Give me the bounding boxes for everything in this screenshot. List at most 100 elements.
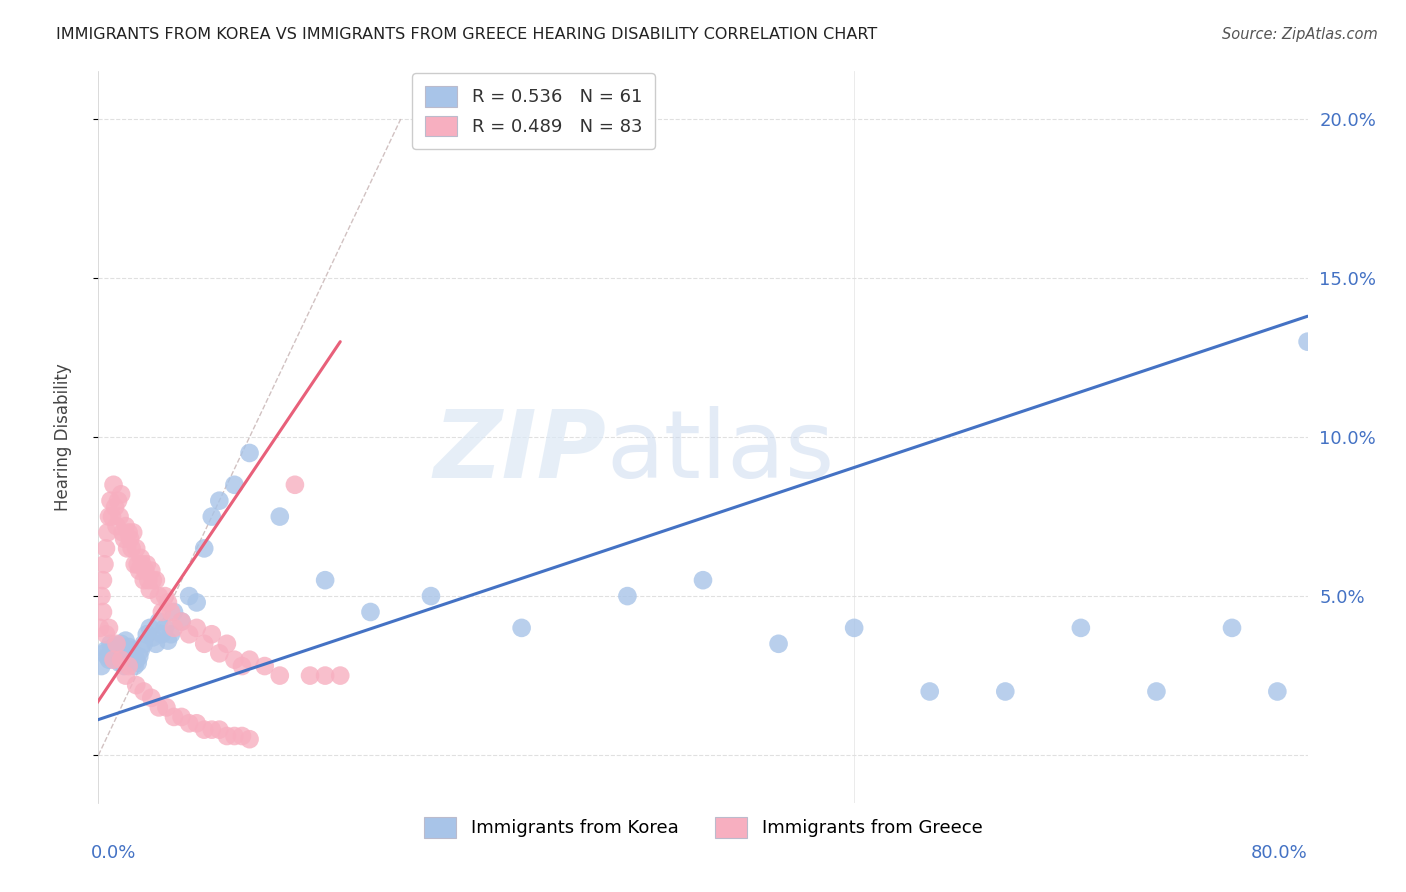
- Point: [148, 589, 170, 603]
- Point: [121, 643, 143, 657]
- Text: ZIP: ZIP: [433, 406, 606, 498]
- Legend: Immigrants from Korea, Immigrants from Greece: Immigrants from Korea, Immigrants from G…: [416, 810, 990, 845]
- Point: [253, 659, 276, 673]
- Point: [231, 659, 253, 673]
- Point: [186, 716, 208, 731]
- Point: [112, 659, 135, 673]
- Point: [96, 649, 118, 664]
- Point: [90, 589, 112, 603]
- Point: [616, 589, 638, 603]
- Point: [118, 525, 141, 540]
- Point: [135, 627, 157, 641]
- Point: [142, 631, 165, 645]
- Point: [108, 509, 131, 524]
- Point: [163, 605, 186, 619]
- Point: [118, 640, 141, 654]
- Point: [125, 653, 148, 667]
- Point: [139, 621, 162, 635]
- Point: [231, 729, 253, 743]
- Point: [141, 690, 163, 705]
- Point: [179, 716, 201, 731]
- Point: [1220, 621, 1243, 635]
- Point: [124, 659, 146, 673]
- Point: [131, 558, 153, 572]
- Point: [360, 605, 382, 619]
- Point: [112, 532, 135, 546]
- Point: [224, 729, 246, 743]
- Point: [103, 640, 125, 654]
- Point: [215, 637, 238, 651]
- Point: [127, 558, 149, 572]
- Point: [208, 723, 231, 737]
- Point: [201, 723, 224, 737]
- Point: [208, 646, 231, 660]
- Point: [145, 573, 167, 587]
- Point: [170, 615, 193, 629]
- Point: [124, 558, 146, 572]
- Point: [110, 637, 132, 651]
- Point: [186, 621, 208, 635]
- Point: [100, 637, 122, 651]
- Point: [186, 595, 208, 609]
- Point: [101, 646, 124, 660]
- Point: [153, 589, 176, 603]
- Point: [148, 700, 170, 714]
- Point: [156, 633, 179, 648]
- Text: atlas: atlas: [606, 406, 835, 498]
- Point: [239, 446, 262, 460]
- Point: [314, 668, 336, 682]
- Point: [108, 656, 131, 670]
- Point: [115, 653, 138, 667]
- Text: Source: ZipAtlas.com: Source: ZipAtlas.com: [1222, 27, 1378, 42]
- Point: [110, 487, 132, 501]
- Point: [284, 477, 307, 491]
- Point: [98, 621, 121, 635]
- Point: [1267, 684, 1289, 698]
- Point: [148, 615, 170, 629]
- Point: [127, 656, 149, 670]
- Point: [208, 493, 231, 508]
- Point: [163, 621, 186, 635]
- Point: [1296, 334, 1319, 349]
- Point: [179, 627, 201, 641]
- Point: [145, 637, 167, 651]
- Point: [692, 573, 714, 587]
- Point: [93, 558, 115, 572]
- Point: [201, 627, 224, 641]
- Point: [170, 710, 193, 724]
- Point: [93, 646, 115, 660]
- Point: [98, 653, 121, 667]
- Point: [121, 541, 143, 556]
- Point: [1070, 621, 1092, 635]
- Point: [96, 525, 118, 540]
- Point: [114, 519, 136, 533]
- Point: [163, 710, 186, 724]
- Point: [105, 643, 128, 657]
- Point: [120, 649, 142, 664]
- Point: [132, 637, 155, 651]
- Point: [103, 477, 125, 491]
- Point: [122, 525, 145, 540]
- Point: [128, 649, 150, 664]
- Point: [193, 723, 215, 737]
- Point: [94, 541, 117, 556]
- Point: [135, 558, 157, 572]
- Point: [150, 627, 173, 641]
- Point: [125, 678, 148, 692]
- Point: [193, 637, 215, 651]
- Point: [91, 605, 114, 619]
- Point: [139, 582, 162, 597]
- Point: [918, 684, 941, 698]
- Point: [125, 541, 148, 556]
- Point: [98, 509, 121, 524]
- Point: [160, 605, 183, 619]
- Point: [91, 573, 114, 587]
- Point: [329, 668, 352, 682]
- Point: [156, 595, 179, 609]
- Point: [768, 637, 790, 651]
- Point: [114, 668, 136, 682]
- Point: [120, 532, 142, 546]
- Point: [129, 550, 152, 565]
- Point: [224, 653, 246, 667]
- Point: [193, 541, 215, 556]
